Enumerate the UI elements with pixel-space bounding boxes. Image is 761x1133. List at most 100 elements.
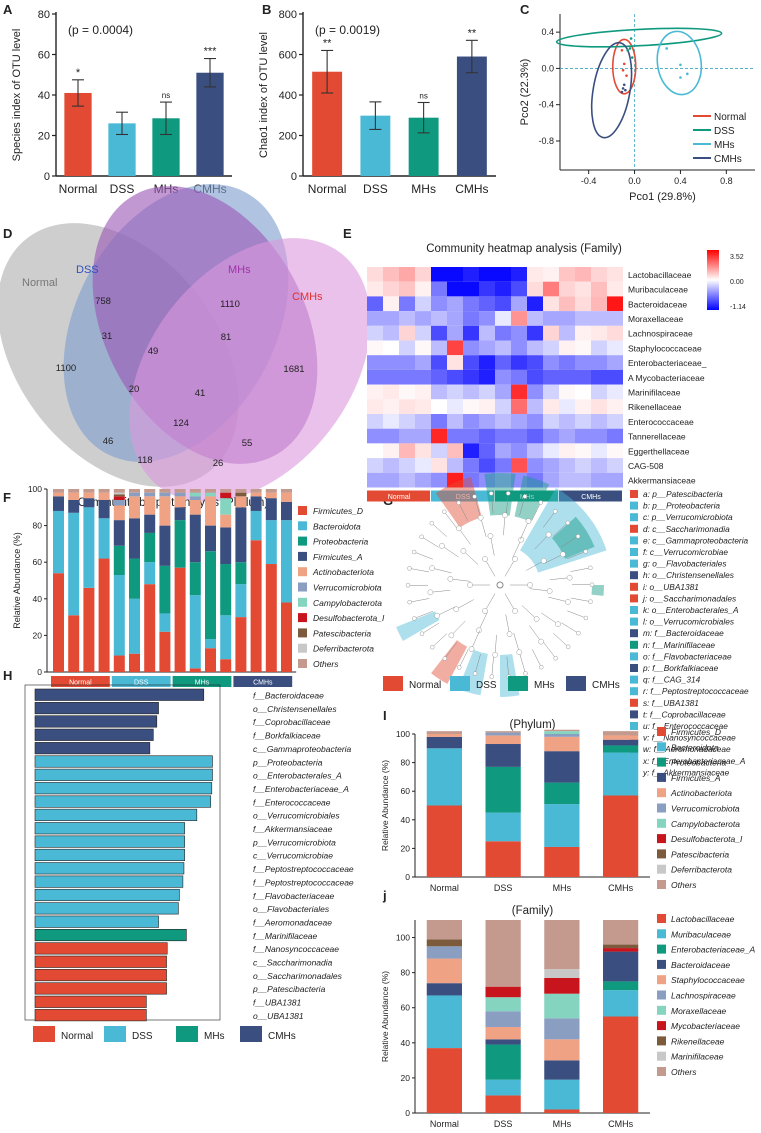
heatmap-group-label: CMHs — [581, 494, 601, 501]
heatmap-cell — [527, 355, 543, 370]
significance-mark: ns — [162, 91, 170, 100]
lda-label: c__Saccharimonadia — [253, 958, 333, 968]
x-tick-label: 0.4 — [674, 176, 687, 186]
stack-segment — [113, 545, 125, 576]
legend-label: b: p__Proteobacteria — [643, 501, 720, 511]
stack-segment — [68, 492, 80, 500]
heatmap-cell — [591, 384, 607, 400]
legend-label: j: o__Saccharimonadales — [642, 593, 736, 603]
legend-swatch — [657, 1067, 666, 1076]
heatmap-row-label: Bacteroidaceae — [628, 299, 687, 309]
heatmap-cell — [431, 325, 447, 341]
legend-swatch — [630, 675, 638, 684]
legend-label: Moraxellaceae — [671, 1006, 727, 1016]
heatmap-cell — [447, 414, 463, 429]
stack-segment — [603, 752, 639, 796]
heatmap-cell — [511, 311, 527, 326]
clade-node — [583, 615, 589, 621]
heatmap-row-label: Akkermansiaceae — [628, 476, 696, 486]
ellipse-normal — [611, 38, 637, 95]
heatmap-cell — [447, 369, 463, 385]
heatmap-cell — [415, 458, 431, 473]
heatmap-cell — [367, 296, 383, 312]
clade-highlight — [552, 516, 595, 559]
clade-branch — [484, 558, 496, 577]
stack-segment — [426, 939, 462, 947]
legend-swatch — [508, 676, 528, 691]
y-tick-label: 60 — [33, 557, 43, 567]
heatmap-cell — [447, 340, 463, 356]
heatmap-cell — [527, 325, 543, 341]
legend-swatch — [240, 1026, 262, 1042]
venn-region-count: 1110 — [220, 299, 240, 310]
legend-label: Deferribacterota — [313, 644, 374, 654]
legend-swatch — [630, 524, 638, 533]
y-axis-label: Chao1 index of OTU level — [258, 32, 270, 158]
heatmap-cell — [431, 311, 447, 326]
ellipse-mhs — [656, 30, 703, 96]
clade-branch — [459, 649, 469, 668]
lda-label: f__Peptostreptococcaceae — [253, 864, 354, 874]
stack-segment — [220, 527, 232, 565]
pcoa-point-dss — [630, 56, 634, 59]
legend-swatch — [657, 944, 666, 954]
stack-segment — [485, 731, 521, 733]
venn-region-count: 49 — [148, 346, 159, 357]
stack-segment — [53, 573, 64, 672]
clade-node — [429, 644, 435, 650]
significance-mark: *** — [204, 46, 218, 58]
stack-segment — [603, 951, 639, 982]
heatmap-cell — [591, 414, 607, 429]
x-axis-label: Pco1 (29.8%) — [629, 191, 696, 203]
clade-branch — [570, 597, 591, 602]
heatmap-cell — [463, 384, 479, 400]
lda-bar — [34, 715, 158, 728]
clade-branch — [503, 515, 506, 536]
heatmap-cell — [543, 443, 559, 459]
stack-segment — [485, 766, 521, 813]
heatmap-cell — [559, 399, 575, 414]
clade-node — [411, 549, 417, 555]
ellipse-dss — [555, 27, 723, 48]
y-axis-label: Relative Abundance (%) — [12, 532, 22, 629]
clade-branch — [490, 535, 495, 556]
clade-node — [419, 534, 424, 540]
stack-segment — [189, 489, 201, 493]
lda-label: o__Verrucomicrobiales — [253, 811, 340, 821]
y-tick-label: 0 — [44, 171, 50, 183]
clade-node — [488, 491, 494, 496]
legend-label: Proteobacteria — [671, 758, 727, 768]
stack-segment — [426, 1048, 462, 1113]
heatmap-cell — [415, 355, 431, 370]
heatmap-cell — [527, 472, 543, 488]
heatmap-cell — [431, 296, 447, 312]
lda-bar — [34, 768, 213, 781]
heatmap-cell — [527, 369, 543, 385]
clade-branch — [478, 612, 488, 631]
heatmap-cell — [495, 414, 511, 429]
lda-bar — [34, 835, 185, 848]
lda-label: o__UBA1381 — [253, 1011, 304, 1021]
stack-segment — [544, 1079, 580, 1110]
x-tick-label: CMHs — [608, 1119, 633, 1129]
y-axis-label: Relative Abundance (%) — [380, 760, 390, 851]
heatmap-cell — [431, 340, 447, 356]
heatmap-cell — [399, 355, 415, 370]
lda-bar — [34, 782, 213, 795]
clade-node — [467, 582, 473, 588]
y-tick-label: 400 — [279, 90, 297, 102]
heatmap-row-label: Staphylococcaceae — [628, 343, 702, 353]
heatmap-cell — [399, 281, 415, 297]
legend-swatch — [104, 1026, 126, 1042]
heatmap-cell — [591, 355, 607, 370]
heatmap-cell — [383, 458, 399, 473]
stack-segment — [485, 997, 521, 1012]
venn-region-count: 1100 — [56, 363, 76, 374]
heatmap-cell — [607, 399, 623, 414]
stack-segment — [129, 496, 140, 519]
heatmap-cell — [575, 355, 591, 370]
stack-segment — [144, 584, 156, 672]
clade-branch — [474, 654, 481, 674]
stack-segment — [235, 507, 247, 563]
heatmap-group-bar — [367, 490, 430, 502]
